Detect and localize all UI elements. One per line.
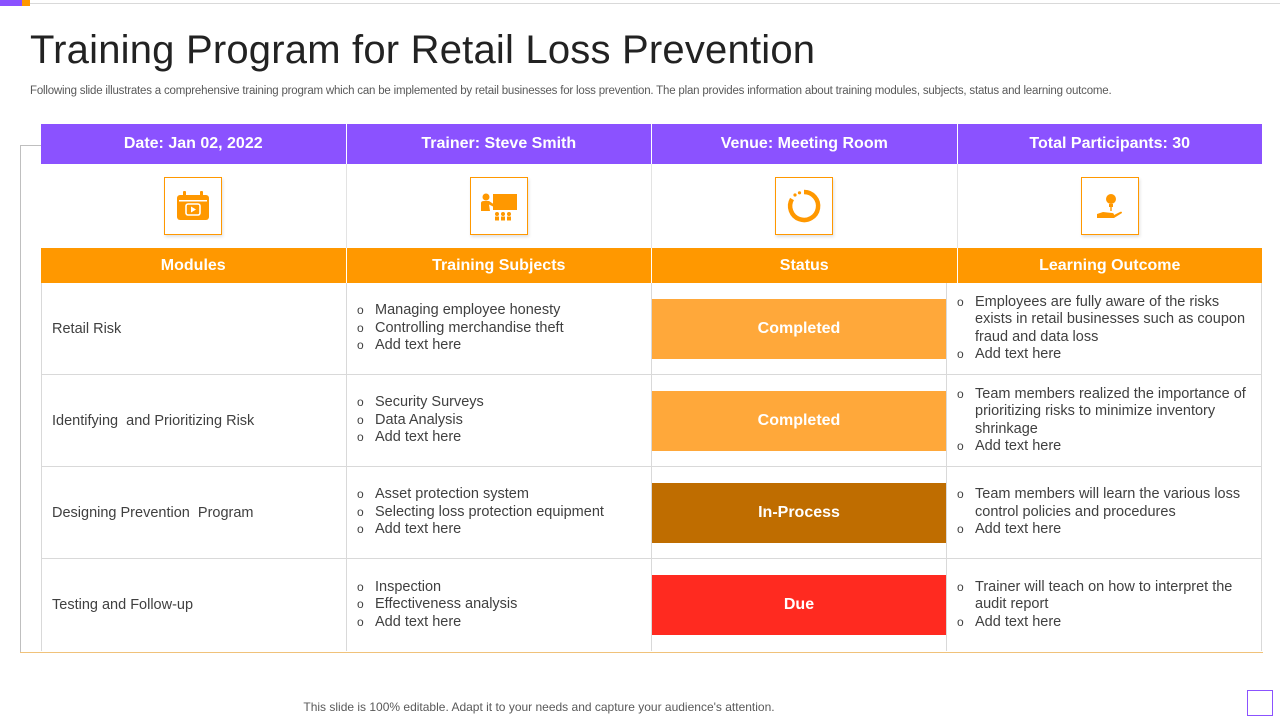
top-accent-purple	[0, 0, 22, 6]
subject-item: Add text here	[357, 614, 517, 632]
top-accent-orange	[22, 0, 30, 6]
column-header-row: Modules Training Subjects Status Learnin…	[41, 248, 1262, 283]
presentation-icon	[469, 177, 528, 235]
venue-header: Venue: Meeting Room	[652, 124, 958, 164]
subject-item: Asset protection system	[357, 486, 604, 504]
footer-text: This slide is 100% editable. Adapt it to…	[303, 700, 775, 714]
subject-item: Controlling merchandise theft	[357, 320, 564, 338]
training-subjects: Inspection Effectiveness analysis Add te…	[347, 559, 652, 651]
outcome-item: Team members will learn the various loss…	[957, 486, 1251, 521]
status-cell: Due	[652, 559, 947, 651]
module-name: Testing and Follow-up	[41, 559, 347, 651]
outcome-column-header: Learning Outcome	[957, 248, 1262, 283]
status-cell: In-Process	[652, 467, 947, 558]
outcome-item: Team members realized the importance of …	[957, 386, 1251, 439]
subject-item: Managing employee honesty	[357, 302, 564, 320]
learning-outcome: Team members realized the importance of …	[947, 375, 1262, 466]
icon-cell-venue	[652, 164, 958, 248]
subjects-column-header: Training Subjects	[346, 248, 652, 283]
top-divider	[0, 3, 1280, 4]
page-subtitle: Following slide illustrates a comprehens…	[30, 85, 1112, 97]
trainer-header: Trainer: Steve Smith	[346, 124, 652, 164]
learning-outcome: Employees are fully aware of the risks e…	[947, 283, 1262, 374]
subject-item: Add text here	[357, 521, 604, 539]
training-subjects: Managing employee honesty Controlling me…	[347, 283, 652, 374]
training-subjects: Security Surveys Data Analysis Add text …	[347, 375, 652, 466]
page-title: Training Program for Retail Loss Prevent…	[30, 28, 816, 72]
learning-outcome: Trainer will teach on how to interpret t…	[947, 559, 1262, 651]
date-header: Date: Jan 02, 2022	[41, 124, 347, 164]
icon-cell-trainer	[347, 164, 652, 248]
training-table: Date: Jan 02, 2022 Trainer: Steve Smith …	[41, 124, 1262, 651]
outcome-item: Trainer will teach on how to interpret t…	[957, 579, 1251, 614]
module-name: Identifying and Prioritizing Risk	[41, 375, 347, 466]
frame-bottom-line	[20, 652, 1263, 653]
participants-header: Total Participants: 30	[957, 124, 1262, 164]
frame-left-line	[20, 145, 21, 653]
training-subjects: Asset protection system Selecting loss p…	[347, 467, 652, 558]
idea-hand-icon	[1080, 177, 1139, 235]
outcome-item: Add text here	[957, 614, 1251, 632]
module-name: Designing Prevention Program	[41, 467, 347, 558]
subject-item: Selecting loss protection equipment	[357, 504, 604, 522]
module-name: Retail Risk	[41, 283, 347, 374]
info-header-row: Date: Jan 02, 2022 Trainer: Steve Smith …	[41, 124, 1262, 164]
icon-cell-date	[41, 164, 347, 248]
status-badge: In-Process	[652, 482, 946, 543]
table-row: Retail Risk Managing employee honesty Co…	[41, 283, 1262, 375]
status-badge: Due	[652, 575, 946, 635]
status-cell: Completed	[652, 375, 947, 466]
corner-box	[1247, 690, 1273, 716]
subject-item: Add text here	[357, 337, 564, 355]
status-badge: Completed	[652, 390, 946, 451]
subject-item: Effectiveness analysis	[357, 596, 517, 614]
subject-item: Security Surveys	[357, 394, 484, 412]
learning-outcome: Team members will learn the various loss…	[947, 467, 1262, 558]
subject-item: Data Analysis	[357, 412, 484, 430]
table-row: Testing and Follow-up Inspection Effecti…	[41, 559, 1262, 651]
icon-cell-participants	[958, 164, 1263, 248]
outcome-item: Add text here	[957, 521, 1251, 539]
subject-item: Inspection	[357, 579, 517, 597]
subject-item: Add text here	[357, 429, 484, 447]
status-column-header: Status	[652, 248, 958, 283]
calendar-icon	[164, 177, 223, 235]
modules-column-header: Modules	[41, 248, 347, 283]
icon-row	[41, 164, 1262, 248]
table-row: Identifying and Prioritizing Risk Securi…	[41, 375, 1262, 467]
outcome-item: Add text here	[957, 438, 1251, 456]
status-badge: Completed	[652, 298, 946, 359]
table-row: Designing Prevention Program Asset prote…	[41, 467, 1262, 559]
progress-circle-icon	[775, 177, 834, 235]
frame-top-stub	[20, 145, 41, 146]
footer-note: This slide is 100% editable. Adapt it to…	[0, 700, 1280, 714]
outcome-item: Add text here	[957, 346, 1251, 364]
outcome-item: Employees are fully aware of the risks e…	[957, 294, 1251, 347]
status-cell: Completed	[652, 283, 947, 374]
